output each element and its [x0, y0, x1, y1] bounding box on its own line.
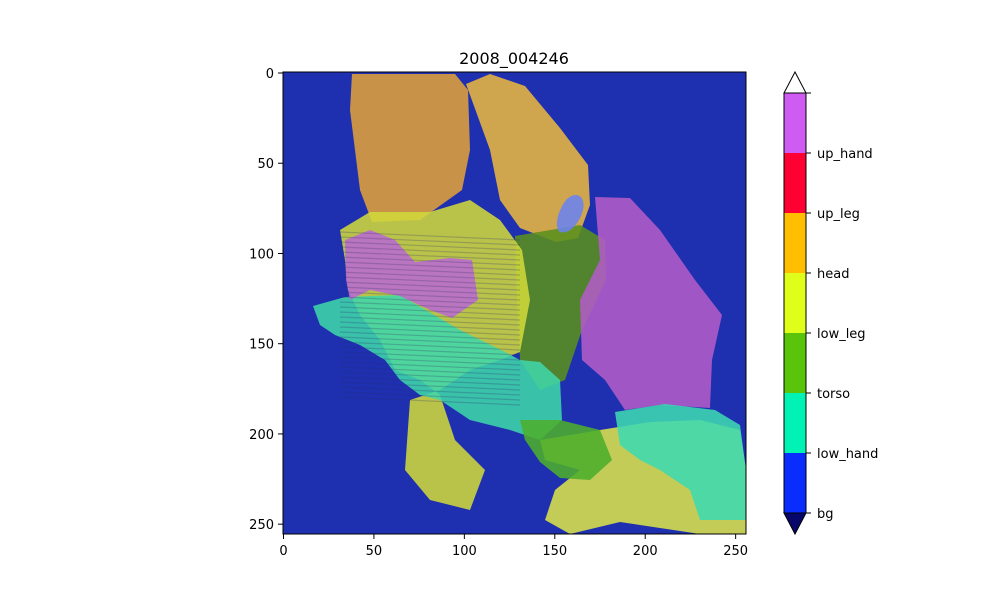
colorbar-label: up_leg [817, 207, 860, 222]
stripe-line [339, 301, 521, 311]
stripe-line [339, 246, 521, 256]
stripe-line [339, 356, 521, 366]
colorbar-segment [784, 273, 806, 333]
stripe-line [339, 336, 521, 346]
segment-torso [515, 225, 606, 390]
stripe-line [339, 361, 521, 371]
stripe-line [339, 266, 521, 276]
segment-up-hand [345, 230, 478, 318]
x-tick-label: 0 [279, 544, 287, 559]
stripe-line [339, 306, 521, 316]
plot-area [282, 71, 747, 535]
stripe-line [339, 351, 521, 361]
colorbar-label: up_hand [817, 147, 873, 162]
plot-frame [282, 71, 747, 535]
colorbar-extend-max [783, 70, 807, 94]
y-tick-label: 200 [249, 428, 274, 443]
y-tick-label: 0 [266, 67, 274, 82]
segment-up-hand [580, 197, 722, 410]
stripe-line [339, 366, 521, 376]
stripe-line [339, 281, 521, 291]
x-tick-label: 200 [633, 544, 658, 559]
stripe-line [339, 396, 521, 406]
stripe-line [339, 391, 521, 401]
colorbar-frame [783, 92, 807, 514]
stripe-line [339, 251, 521, 261]
stripe-line [339, 256, 521, 266]
stripe-line [339, 296, 521, 306]
x-axis: 0 50 100 150 200 250 [279, 534, 748, 559]
x-tick-label: 150 [542, 544, 567, 559]
stripe-line [339, 286, 521, 296]
stripe-line [339, 241, 521, 251]
colorbar-segment [784, 333, 806, 393]
segment-head [350, 74, 470, 222]
colorbar-label: bg [817, 507, 834, 522]
stripe-line [339, 321, 521, 331]
stripe-line [339, 376, 521, 386]
stripe-line [339, 371, 521, 381]
stripe-line [339, 316, 521, 326]
colorbar-segment [784, 453, 806, 513]
y-axis: 0 50 100 150 200 250 [249, 67, 283, 533]
stripe-line [339, 231, 521, 241]
colorbar-segment [784, 93, 806, 153]
shirt-stripes [339, 231, 521, 406]
stripe-line [339, 386, 521, 396]
stripe-line [339, 236, 521, 246]
colorbar-label: torso [817, 387, 850, 402]
stripe-line [339, 341, 521, 351]
colorbar-segment [784, 153, 806, 213]
colorbar-label: low_hand [817, 447, 878, 462]
stripe-line [339, 346, 521, 356]
stripe-line [339, 311, 521, 321]
y-tick-label: 150 [249, 338, 274, 353]
chart-title: 2008_004246 [459, 49, 569, 69]
stripe-line [339, 326, 521, 336]
stripe-line [339, 271, 521, 281]
colorbar-segment [784, 213, 806, 273]
stripe-line [339, 276, 521, 286]
y-tick-label: 250 [249, 518, 274, 533]
y-tick-label: 50 [257, 157, 274, 172]
colorbar-label: low_leg [817, 327, 866, 342]
stripe-line [339, 331, 521, 341]
segment-low-hand [615, 404, 746, 520]
stripe-line [339, 381, 521, 391]
colorbar-label: head [817, 267, 849, 282]
colorbar: bg low_hand torso low_leg head up_leg up_hand [783, 70, 878, 536]
x-tick-label: 50 [366, 544, 383, 559]
stripe-line [339, 291, 521, 301]
segment-torso [520, 420, 612, 480]
segment-low-hand [313, 295, 562, 440]
colorbar-extend-min [783, 512, 807, 536]
y-tick-label: 100 [249, 247, 274, 262]
x-tick-label: 250 [723, 544, 748, 559]
segment-bg [556, 195, 584, 233]
x-tick-label: 100 [452, 544, 477, 559]
colorbar-segment [784, 393, 806, 453]
stripe-line [339, 261, 521, 271]
segmentation-image [283, 72, 746, 534]
segment-head [466, 74, 590, 242]
